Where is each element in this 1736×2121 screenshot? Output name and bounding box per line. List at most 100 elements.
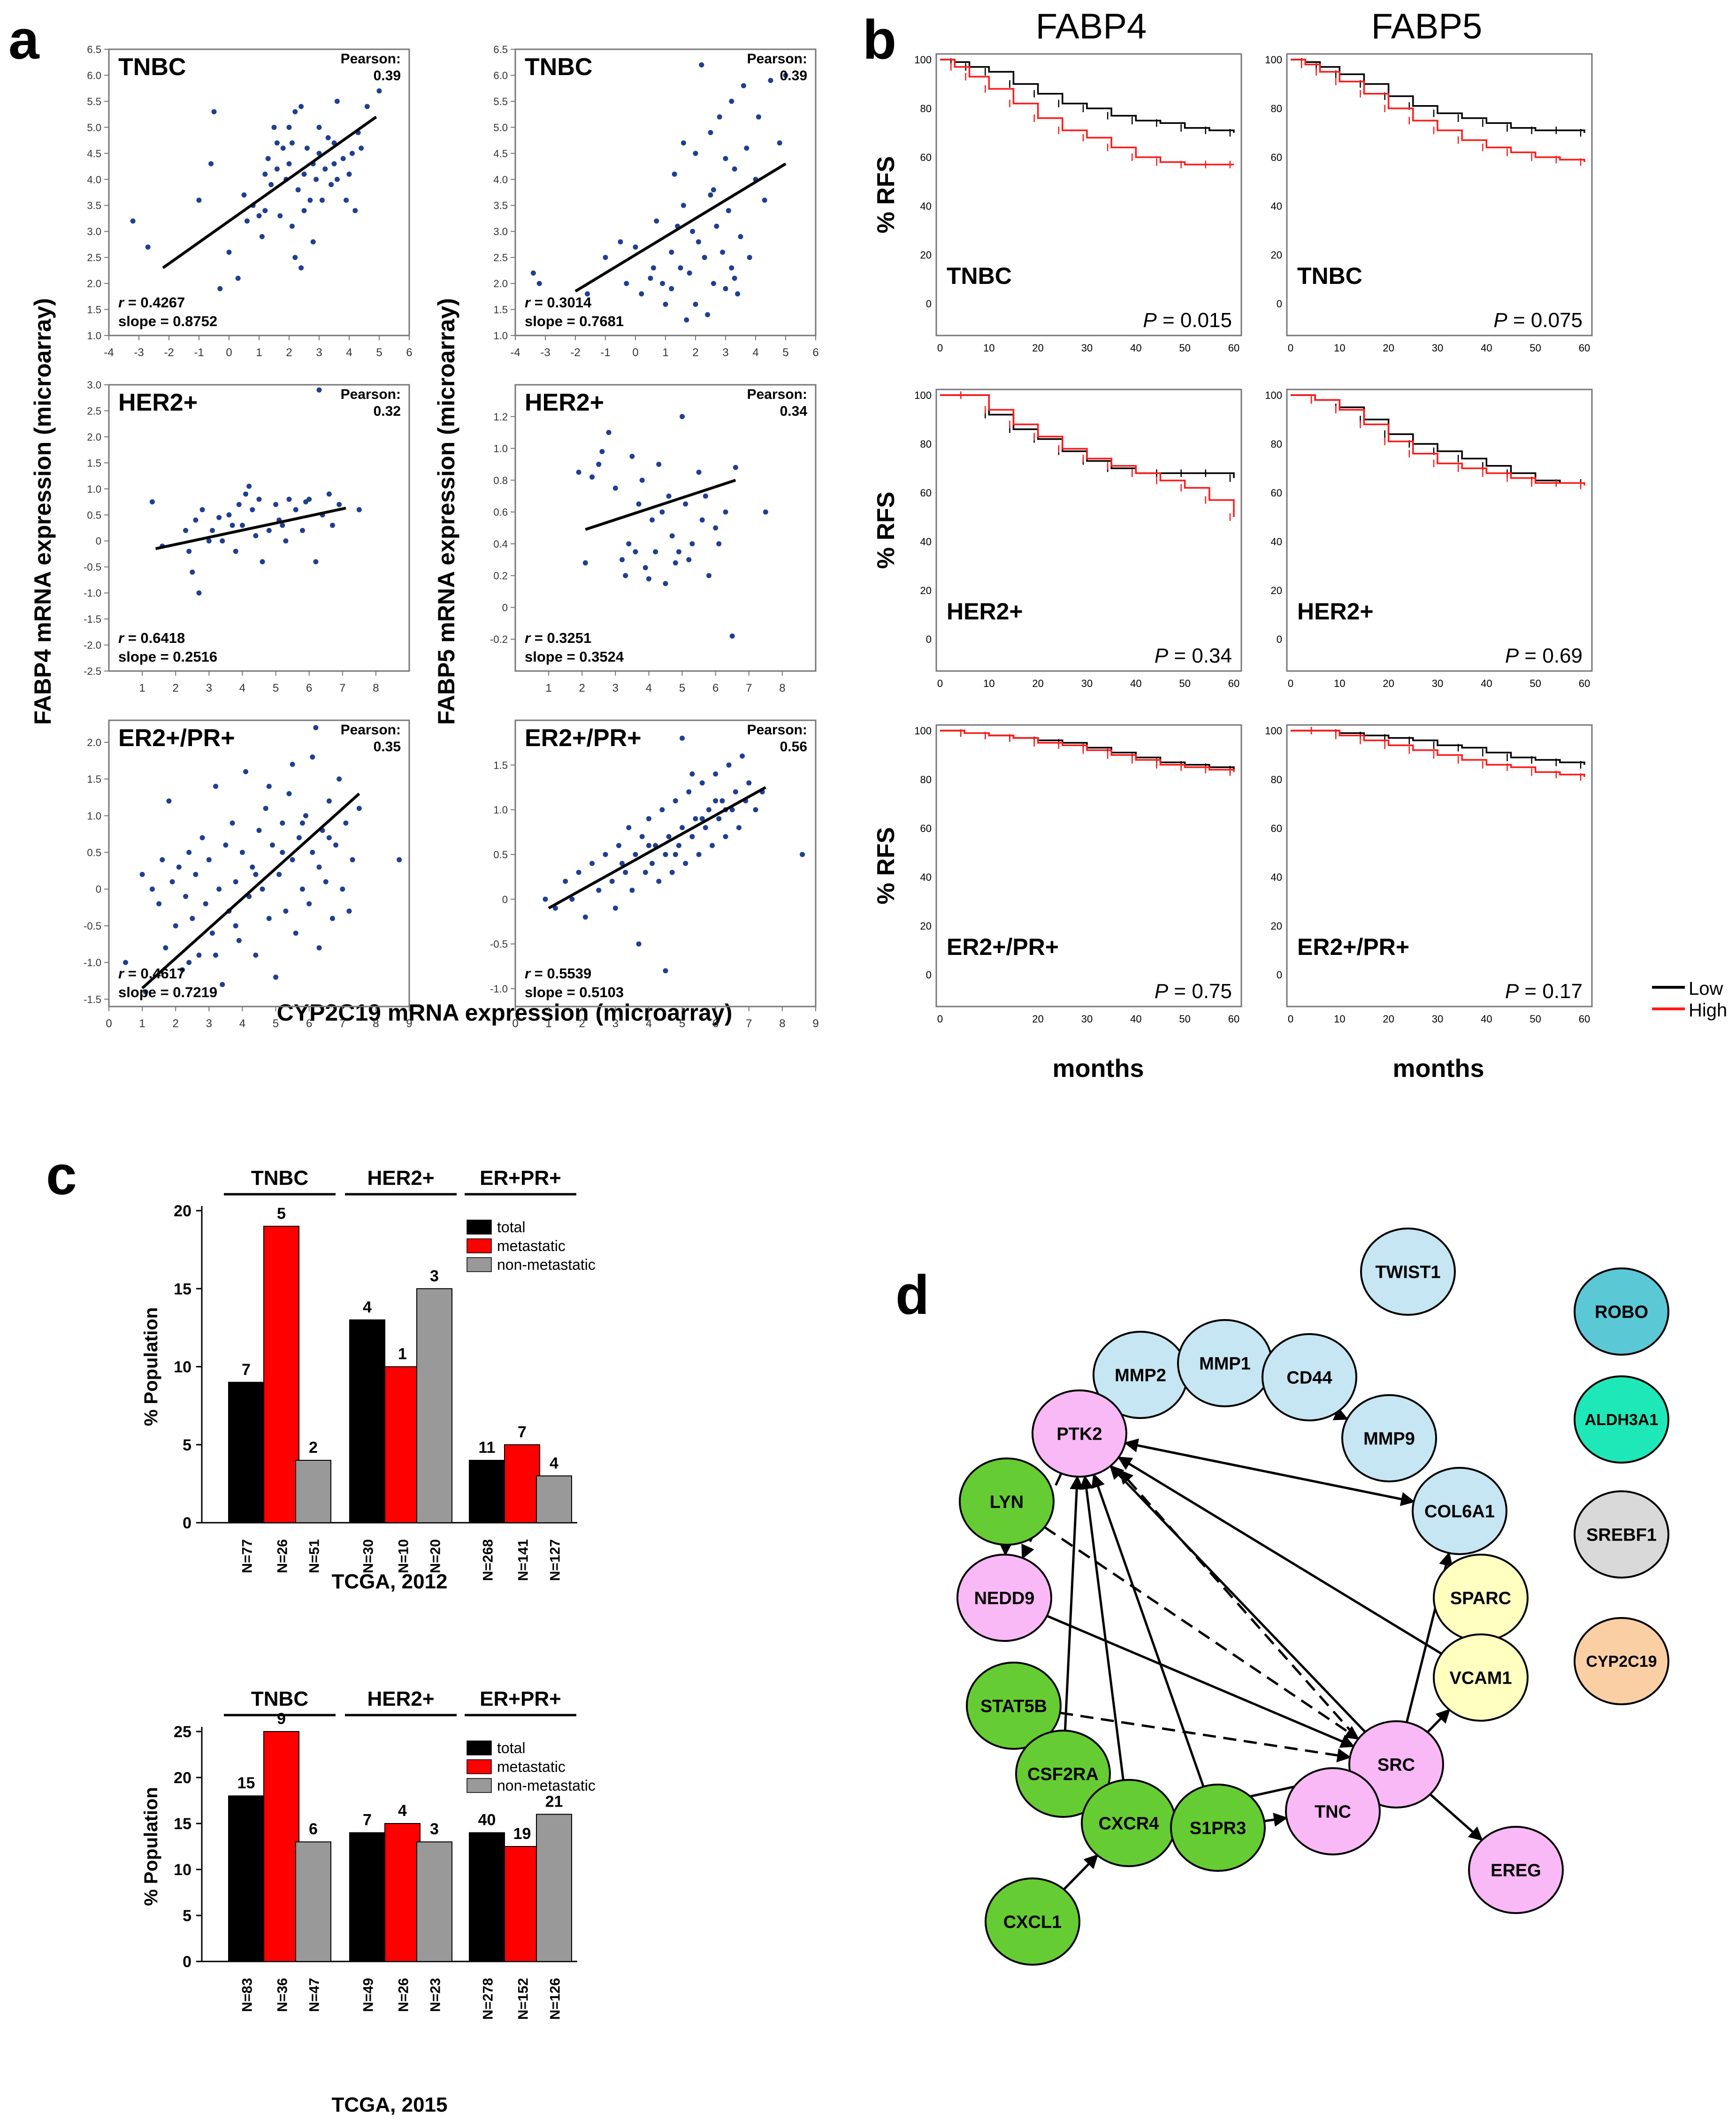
- data-point: [304, 145, 310, 151]
- data-point: [229, 820, 235, 826]
- data-point: [130, 218, 136, 224]
- legend-label-metastatic: metastatic: [497, 1237, 566, 1254]
- x-tick-label: 2: [173, 682, 179, 694]
- slope-stat: slope = 0.2516: [118, 649, 217, 665]
- data-point: [186, 960, 192, 965]
- y-tick-label: 20: [920, 585, 932, 596]
- km-fabp5-her2: 0 20 40 60 80 100 0 10 20 30 40 50 60 HER2+ P = 0.69: [1265, 389, 1593, 689]
- node-label: CSF2RA: [1027, 1765, 1099, 1785]
- p-value-eq: =: [1168, 980, 1192, 1003]
- x-tick-label: -3: [134, 346, 144, 359]
- data-point: [301, 171, 307, 177]
- y-tick-label: 60: [920, 487, 932, 499]
- data-point: [642, 870, 648, 875]
- data-point: [710, 843, 715, 848]
- y-tick-label: 0.2: [493, 570, 508, 582]
- bar-her2-total: [349, 1832, 385, 1962]
- y-tick-label: -0.5: [84, 561, 101, 573]
- x-tick-label: 4: [646, 682, 652, 694]
- data-point: [266, 784, 272, 789]
- subtype-label: HER2+: [1297, 598, 1374, 625]
- x-tick-label: 6: [406, 346, 412, 359]
- x-tick-label: 0: [106, 1017, 112, 1030]
- data-point: [650, 861, 655, 866]
- x-tick-label: 7: [339, 682, 345, 694]
- node-src: SRC: [1348, 1720, 1444, 1808]
- data-point: [310, 239, 316, 244]
- panel-a-ylabel-fabp5: FABP5 mRNA expression (microarray): [433, 298, 459, 725]
- y-tick-label: 80: [1271, 438, 1282, 450]
- bar-n-label: N=268: [481, 1539, 496, 1581]
- data-point: [762, 198, 767, 203]
- node-ellipse: [1341, 1394, 1437, 1482]
- data-point: [236, 938, 242, 943]
- edge-cxcl1-cxcr4: [1063, 1854, 1099, 1891]
- x-tick-label: 20: [1032, 678, 1043, 689]
- r-stat-value: 0.4267: [140, 294, 185, 311]
- node-tnc: TNC: [1285, 1767, 1381, 1855]
- y-tick-label: 40: [920, 536, 932, 548]
- data-point: [768, 78, 773, 84]
- data-point: [708, 130, 713, 135]
- node-label: MMP2: [1115, 1366, 1166, 1386]
- data-point: [289, 223, 295, 229]
- bar-count-label: 2: [309, 1439, 318, 1457]
- scatter-fabp5-tnbc: -4 -3 -2 -1 0 1 2 3 4 5 6 1.0 1.5 2.0 2.5 3.0 3.5 4.0 4.5 5…: [493, 44, 818, 359]
- data-point: [746, 780, 752, 786]
- x-tick-label: 1: [545, 1017, 551, 1030]
- bar-tnbc-non-metastatic: [295, 1460, 331, 1523]
- node-label: MMP1: [1199, 1354, 1251, 1374]
- p-value: P = 0.075: [1493, 309, 1583, 332]
- data-point: [720, 250, 726, 255]
- y-tick-label: 60: [1271, 487, 1282, 499]
- y-tick-label: 100: [914, 725, 932, 737]
- slope-stat-value: 0.8752: [173, 313, 217, 329]
- edge-vcam1-ptk2: [1117, 1456, 1442, 1655]
- data-point: [211, 109, 217, 114]
- slope-stat-value: 0.5103: [579, 984, 624, 1000]
- data-point: [323, 879, 329, 885]
- data-point: [717, 114, 722, 120]
- p-value-number: 0.75: [1192, 980, 1232, 1003]
- x-tick-label: 40: [1481, 678, 1492, 689]
- node-label: NEDD9: [974, 1589, 1035, 1609]
- node-mmp1: MMP1: [1177, 1319, 1273, 1407]
- data-point: [156, 901, 162, 907]
- y-tick-label: 6.5: [493, 44, 508, 55]
- slope-stat-value: 0.7219: [173, 984, 217, 1000]
- node-ellipse: [966, 1662, 1062, 1750]
- y-tick-label: 2.0: [493, 278, 508, 290]
- data-point: [229, 522, 235, 528]
- km-line-high: [940, 59, 1234, 166]
- data-point: [266, 528, 272, 534]
- data-point: [663, 852, 668, 857]
- node-mmp2: MMP2: [1093, 1331, 1188, 1419]
- data-point: [306, 901, 312, 907]
- edge-lyn-src: [1044, 1526, 1360, 1740]
- data-point: [741, 83, 746, 89]
- data-point: [273, 974, 279, 980]
- y-tick-label: 80: [920, 774, 932, 786]
- pearson-value: 0.32: [374, 404, 401, 419]
- p-value-number: 0.69: [1542, 644, 1583, 667]
- p-value: P = 0.69: [1505, 644, 1583, 667]
- data-point: [654, 218, 659, 224]
- edge-src-ptk2: [1119, 1469, 1357, 1738]
- data-point: [732, 166, 737, 172]
- data-point: [733, 789, 738, 794]
- x-tick-label: 50: [1179, 1013, 1190, 1025]
- bar-count-label: 3: [430, 1267, 439, 1285]
- data-point: [340, 156, 346, 161]
- km-fabp4-her2: 0 20 40 60 80 100 0 10 20 30 40 50 60 HER2+ P = 0.34 % …: [872, 389, 1242, 689]
- data-point: [783, 72, 788, 78]
- data-point: [703, 825, 708, 831]
- bar-n-label: N=30: [361, 1539, 376, 1573]
- pearson-value: 0.39: [374, 68, 401, 84]
- data-point: [266, 916, 272, 921]
- bar-n-label: N=20: [428, 1539, 444, 1573]
- data-point: [729, 807, 735, 813]
- y-tick-label: 1.0: [87, 330, 101, 342]
- edge-stat5b-src: [1060, 1711, 1352, 1762]
- data-point: [629, 887, 635, 893]
